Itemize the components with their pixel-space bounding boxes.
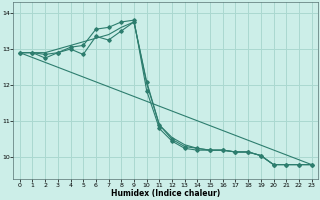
X-axis label: Humidex (Indice chaleur): Humidex (Indice chaleur) xyxy=(111,189,220,198)
